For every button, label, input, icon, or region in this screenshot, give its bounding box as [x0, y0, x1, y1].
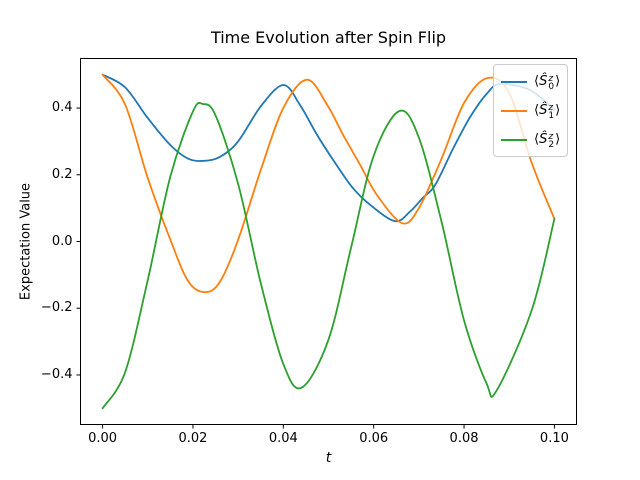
series-line-2	[101, 101, 556, 410]
x-tick-label: 0.02	[178, 431, 208, 446]
y-tick-label: −0.2	[40, 300, 73, 316]
x-tick-label: 0.08	[449, 431, 479, 446]
chart-title: Time Evolution after Spin Flip	[210, 28, 447, 47]
legend-line-sample	[501, 109, 527, 112]
x-axis-label: t	[325, 450, 332, 466]
y-tick-label: 0.2	[51, 166, 73, 182]
legend-line-sample	[501, 80, 527, 83]
y-axis-label: Expectation Value	[18, 182, 34, 301]
x-tick-label: 0.06	[359, 431, 389, 446]
x-tick-label: 0.10	[539, 431, 569, 446]
axes-spines	[80, 58, 577, 425]
y-tick-label: −0.4	[40, 366, 73, 382]
series-line-1	[101, 73, 556, 294]
x-tick-label: 0.04	[268, 431, 298, 446]
y-tick-label: 0.4	[51, 100, 73, 116]
x-tick-label: 0.00	[88, 431, 118, 446]
y-tick-label: 0.0	[51, 233, 73, 249]
legend-line-sample	[501, 138, 527, 141]
series-line-0	[101, 73, 556, 223]
